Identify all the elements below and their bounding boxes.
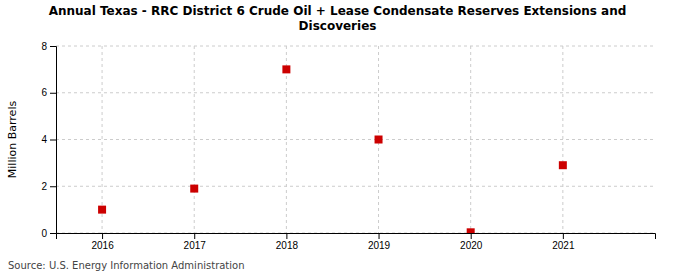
- grid: [56, 46, 655, 233]
- tick: 2018: [276, 233, 299, 251]
- point: [375, 136, 383, 144]
- tick-mark: [50, 46, 56, 47]
- tick: 8: [41, 41, 56, 52]
- tick: 2016: [91, 233, 114, 251]
- y-axis-title: Million Barrels: [6, 101, 19, 179]
- tick: 2021: [552, 233, 575, 251]
- grid-line: [194, 46, 195, 233]
- tick: 0: [41, 228, 56, 239]
- tick-mark: [50, 186, 56, 187]
- grid-line: [102, 46, 103, 233]
- tick-label: 2018: [276, 240, 299, 251]
- tick: 2017: [184, 233, 207, 251]
- grid-line: [562, 46, 563, 233]
- grid-line: [56, 186, 655, 187]
- points: [98, 65, 567, 233]
- tick-mark: [50, 93, 56, 94]
- grid-line: [470, 46, 471, 233]
- tick-label: 6: [41, 87, 47, 98]
- tick: 2: [41, 181, 56, 192]
- tick-mark: [563, 233, 564, 239]
- point: [282, 65, 290, 73]
- grid-line: [56, 139, 655, 140]
- tick-label: 2016: [91, 240, 114, 251]
- tick: 2019: [368, 233, 391, 251]
- axis-line: [50, 47, 57, 234]
- point: [467, 228, 475, 233]
- tick-label: 8: [41, 41, 47, 52]
- x-axis: 2016 2017 2018 2019 2020 2021: [57, 233, 656, 251]
- tick-mark: [50, 140, 56, 141]
- tick-mark: [102, 233, 103, 239]
- grid-line: [56, 46, 655, 47]
- tick-label: 2021: [552, 240, 575, 251]
- tick-label: 2020: [460, 240, 483, 251]
- title: Annual Texas - RRC District 6 Crude Oil …: [49, 4, 627, 33]
- tick-label: 2017: [184, 240, 207, 251]
- point: [98, 206, 106, 214]
- tick-mark: [286, 233, 287, 239]
- tick-mark: [194, 233, 195, 239]
- tick: 6: [41, 87, 56, 98]
- tick-label: 0: [41, 228, 47, 239]
- grid-line: [286, 46, 287, 233]
- tick-label: 2: [41, 181, 47, 192]
- tick-mark: [50, 233, 56, 234]
- plot-area: 2016 2017 2018 2019 2020 2021 0 2 4 6 8: [41, 41, 655, 251]
- y-axis: 0 2 4 6 8: [41, 41, 56, 239]
- tick-mark: [471, 233, 472, 239]
- point: [559, 161, 567, 169]
- tick-label: 2019: [368, 240, 391, 251]
- tick: 2020: [460, 233, 483, 251]
- axis-line: [57, 234, 656, 240]
- point: [190, 185, 198, 193]
- tick-mark: [379, 233, 380, 239]
- chart: 2016 2017 2018 2019 2020 2021 0 2 4 6 8 Million Bar…: [0, 0, 675, 275]
- annotation: Source: U.S. Energy Information Administ…: [8, 260, 245, 271]
- grid-line: [56, 92, 655, 93]
- tick-label: 4: [41, 134, 47, 145]
- tick: 4: [41, 134, 56, 145]
